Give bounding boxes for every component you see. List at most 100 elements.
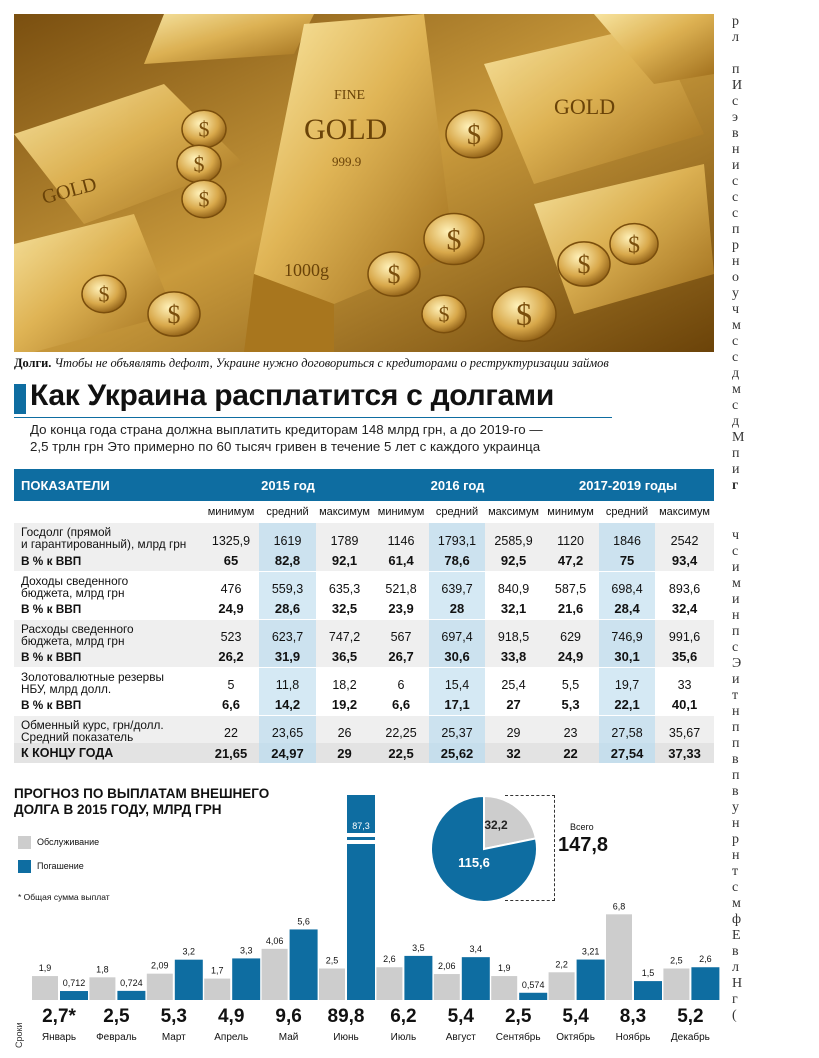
month-label: Январь: [42, 1032, 76, 1043]
pie-chart: 32,2 115,6: [430, 794, 538, 903]
gold-coin: [81, 274, 127, 314]
table-cell: 22: [542, 743, 600, 763]
adjacent-text-fragment: в: [732, 784, 739, 799]
table-cell: 639,7: [429, 571, 486, 599]
end-of-year-label: К КОНЦУ ГОДА: [14, 743, 203, 763]
table-row: Госдолг (прямой и гарантированный), млрд …: [14, 523, 715, 551]
pie-slice-service: [483, 794, 538, 851]
table-cell: 26: [316, 715, 374, 743]
table-cell: 11,8: [259, 667, 316, 695]
service-value-label: 2,6: [383, 954, 396, 964]
table-cell: 36,5: [316, 647, 374, 668]
coin-dollar-icon: $: [168, 300, 181, 329]
period-header: 2017-2019 годы: [542, 469, 715, 501]
indicator-sublabel: В % к ВВП: [14, 599, 203, 620]
service-bar: [491, 976, 518, 1000]
table-cell: 92,5: [485, 551, 543, 572]
indicator-label-line: Расходы сведенного: [21, 621, 134, 636]
table-cell: 37,33: [655, 743, 715, 763]
service-value-label: 2,06: [438, 961, 456, 971]
indicator-label-line: Госдолг (прямой: [21, 525, 112, 539]
svg-text:FINE: FINE: [334, 88, 365, 103]
repay-bar: [232, 958, 261, 1000]
adjacent-text-fragment: о: [732, 270, 739, 285]
table-cell: 29: [485, 715, 543, 743]
subhead-min: минимум: [373, 501, 430, 523]
svg-text:GOLD: GOLD: [554, 94, 615, 119]
pie-frame: [505, 795, 555, 901]
table-cell: 32,5: [316, 599, 374, 620]
repay-bar: [60, 991, 88, 1000]
legend-swatch-repay: [18, 860, 31, 873]
main-gold-bar: [254, 14, 454, 304]
table-cell: 22,1: [599, 695, 656, 716]
repay-value-label: 3,2: [183, 947, 196, 957]
repay-bar: [461, 957, 490, 1000]
lead-line: До конца года страна должна выплатить кр…: [30, 422, 543, 437]
adjacent-text-fragment: м: [732, 576, 741, 591]
adjacent-text-fragment: и: [732, 672, 740, 687]
adjacent-text-fragment: э: [732, 110, 739, 125]
adjacent-text-fragment: п: [732, 62, 740, 77]
caption-lead: Долги.: [14, 356, 52, 370]
table-cell: 35,67: [655, 715, 715, 743]
adjacent-text-fragment: Н: [732, 976, 743, 991]
indicator-sublabel: В % к ВВП: [14, 551, 203, 572]
repay-bar: [117, 990, 146, 1000]
adjacent-text-fragment: у: [732, 800, 739, 815]
table-cell: 25,62: [429, 743, 486, 763]
indicator-group: Расходы сведенного бюджета, млрд грн 523 62…: [14, 619, 715, 668]
indicator-label-line: НБУ, млрд долл.: [21, 681, 112, 696]
end-of-year-row: К КОНЦУ ГОДА 21,65 24,97 29 22,5 25,62 3…: [14, 743, 715, 763]
gold-bars-photo: FINE GOLD 999.9 1000g GOLD GOLD $ $ $ $ $ $ $ $…: [14, 14, 714, 352]
adjacent-text-fragment: л: [732, 960, 739, 975]
subhead-avg: средний: [599, 501, 656, 523]
table-cell: 30,1: [599, 647, 656, 668]
table-cell: 27,54: [599, 743, 656, 763]
table-row: Золотовалютные резервы НБУ, млрд долл. 5 11…: [14, 667, 714, 695]
svg-text:999.9: 999.9: [332, 154, 361, 169]
table-cell: 23,65: [259, 715, 316, 743]
adjacent-text-fragment: п: [732, 446, 740, 461]
total-value: 147,8: [558, 834, 609, 856]
adjacent-text-fragment: в: [732, 126, 739, 141]
adjacent-text-fragment: с: [732, 94, 739, 109]
table-cell: 19,2: [316, 695, 374, 716]
service-value-label: 1,8: [96, 964, 109, 974]
subhead-min: минимум: [203, 501, 259, 523]
pie-label-service: 32,2: [484, 818, 508, 832]
adjacent-text-fragment: г: [732, 478, 739, 493]
adjacent-text-fragment: и: [732, 462, 740, 477]
coins: $ $ $ $ $ $ $ $ $ $ $ $: [81, 109, 659, 342]
total-label: Всего: [570, 822, 594, 832]
repay-value-label: 0,712: [63, 978, 86, 988]
legend-label: Обслуживание: [37, 837, 100, 847]
total-value-label: 5,3: [161, 1006, 187, 1027]
table-cell: 698,4: [599, 571, 656, 599]
service-value-label: 1,9: [498, 963, 511, 973]
table-cell: 24,9: [203, 599, 259, 620]
service-bar: [606, 914, 632, 1000]
service-bar: [548, 972, 575, 1000]
table-row: Расходы сведенного бюджета, млрд грн 523 62…: [14, 619, 715, 647]
service-value-label: 1,9: [39, 963, 52, 973]
adjacent-text-fragment: М: [732, 430, 745, 445]
table-cell: 28,6: [259, 599, 316, 620]
table-cell: 697,4: [429, 619, 486, 647]
table-cell: 623,7: [259, 619, 316, 647]
repay-bar: [691, 967, 720, 1000]
subhead-max: максимум: [316, 501, 374, 523]
coin-dollar-icon: $: [388, 260, 401, 289]
period-header: 2016 год: [373, 469, 543, 501]
table-cell: 29: [316, 743, 374, 763]
table-cell: 24,9: [542, 647, 600, 668]
table-cell: 746,9: [599, 619, 656, 647]
gold-coin: [367, 251, 421, 297]
adjacent-text-fragment: и: [732, 158, 740, 173]
adjacent-text-fragment: р: [732, 832, 739, 847]
total-value-label: 6,2: [390, 1006, 416, 1027]
month-label: Июнь: [333, 1032, 358, 1043]
coin-dollar-icon: $: [439, 302, 450, 327]
indicator-label-line: и гарантированный), млрд грн: [21, 537, 187, 551]
table-cell: 747,2: [316, 619, 374, 647]
